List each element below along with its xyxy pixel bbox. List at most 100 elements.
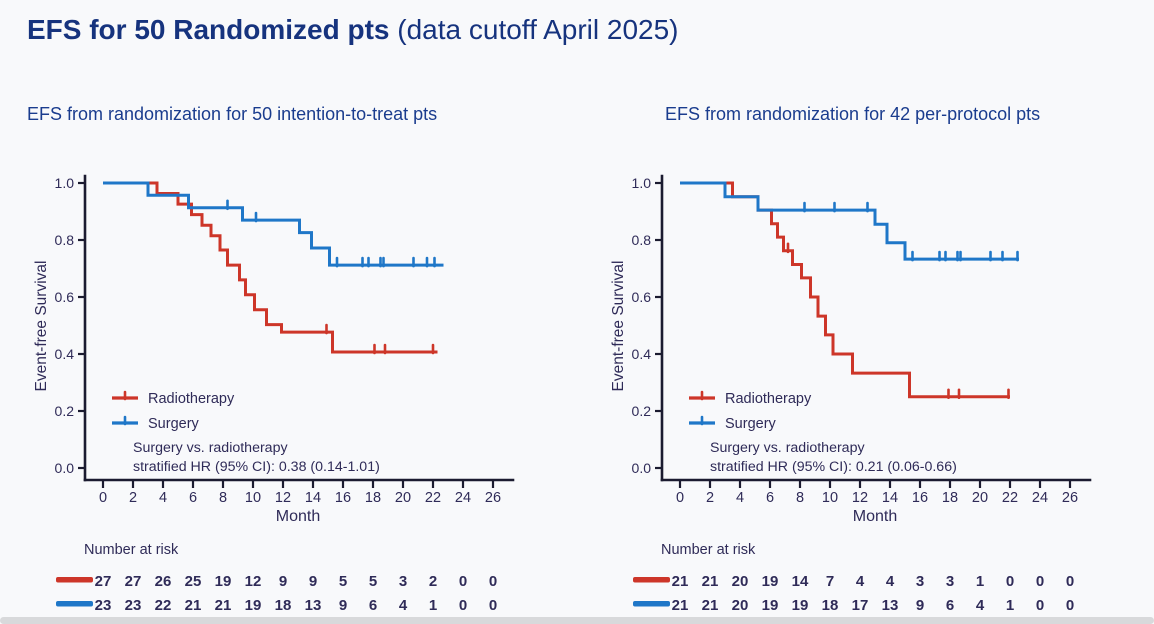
- svg-text:0: 0: [459, 573, 467, 590]
- svg-text:14: 14: [792, 573, 809, 590]
- y-axis-ticks: 1.0 0.8 0.6 0.4 0.2 0.0: [55, 175, 85, 476]
- svg-text:Surgery vs. radiotherapy: Surgery vs. radiotherapy: [710, 440, 865, 456]
- svg-text:12: 12: [245, 573, 262, 590]
- svg-text:12: 12: [275, 490, 291, 506]
- svg-text:6: 6: [946, 597, 954, 614]
- svg-text:0.6: 0.6: [632, 289, 652, 305]
- svg-text:5: 5: [339, 573, 347, 590]
- svg-text:27: 27: [125, 573, 142, 590]
- axes: [83, 174, 515, 482]
- risk-row-swatch-radiotherapy: [56, 577, 93, 583]
- svg-text:4: 4: [856, 573, 865, 590]
- svg-text:21: 21: [672, 597, 689, 614]
- svg-text:Surgery vs. radiotherapy: Surgery vs. radiotherapy: [133, 440, 288, 456]
- svg-text:0.0: 0.0: [632, 460, 652, 476]
- page-title: EFS for 50 Randomized pts (data cutoff A…: [27, 12, 679, 47]
- svg-text:3: 3: [399, 573, 407, 590]
- x-axis-ticks: 0 2 4 6 8 10 12 14 16 18 20 22 24 26: [676, 480, 1078, 506]
- svg-text:2: 2: [129, 490, 137, 506]
- svg-text:18: 18: [275, 597, 292, 614]
- svg-text:4: 4: [399, 597, 408, 614]
- risk-row-swatch-radiotherapy: [633, 577, 670, 583]
- svg-text:0: 0: [1066, 573, 1074, 590]
- svg-text:0.8: 0.8: [55, 232, 75, 248]
- svg-text:19: 19: [792, 597, 809, 614]
- svg-text:7: 7: [826, 573, 834, 590]
- svg-text:9: 9: [279, 573, 287, 590]
- svg-text:4: 4: [736, 490, 744, 506]
- legend: Radiotherapy Surgery Surgery vs. radiother…: [689, 390, 957, 475]
- svg-text:4: 4: [976, 597, 985, 614]
- svg-text:21: 21: [702, 597, 719, 614]
- km-chart-pp: 1.00.80.60.40.20.00 2 4 6 8 10 12 14 16 18 20 22 24 2…: [610, 174, 1092, 614]
- km-chart-itt: 1.00.80.60.40.20.00 2 4 6 8 10 12 14 16 18 20 22 24 2…: [33, 174, 515, 614]
- svg-text:0: 0: [489, 573, 497, 590]
- bottom-strip: [0, 617, 1154, 624]
- svg-text:1.0: 1.0: [632, 175, 652, 191]
- svg-text:10: 10: [822, 490, 838, 506]
- svg-text:14: 14: [305, 490, 321, 506]
- svg-text:13: 13: [882, 597, 899, 614]
- svg-text:24: 24: [455, 490, 471, 506]
- svg-text:5: 5: [369, 573, 377, 590]
- chart-subtitle-itt: EFS from randomization for 50 intention-…: [27, 104, 438, 124]
- svg-text:10: 10: [245, 490, 261, 506]
- svg-text:8: 8: [219, 490, 227, 506]
- svg-text:25: 25: [185, 573, 202, 590]
- svg-text:0: 0: [1036, 597, 1044, 614]
- series-radiotherapy: [680, 181, 1010, 400]
- svg-text:27: 27: [95, 573, 112, 590]
- svg-text:Number at risk: Number at risk: [84, 542, 179, 558]
- svg-text:1.0: 1.0: [55, 175, 75, 191]
- svg-text:Surgery: Surgery: [725, 416, 777, 432]
- svg-text:20: 20: [395, 490, 411, 506]
- svg-text:23: 23: [95, 597, 112, 614]
- svg-text:17: 17: [852, 597, 869, 614]
- x-axis-label: Month: [853, 508, 897, 525]
- svg-text:6: 6: [766, 490, 774, 506]
- svg-text:14: 14: [882, 490, 898, 506]
- svg-text:0.8: 0.8: [632, 232, 652, 248]
- svg-text:0.4: 0.4: [55, 346, 75, 362]
- svg-text:9: 9: [309, 573, 317, 590]
- svg-text:4: 4: [159, 490, 167, 506]
- svg-text:19: 19: [215, 573, 232, 590]
- svg-text:Radiotherapy: Radiotherapy: [725, 391, 812, 407]
- svg-text:1: 1: [976, 573, 984, 590]
- svg-text:20: 20: [972, 490, 988, 506]
- svg-text:21: 21: [672, 573, 689, 590]
- svg-text:2: 2: [429, 573, 437, 590]
- svg-text:Surgery: Surgery: [148, 416, 200, 432]
- svg-text:0.6: 0.6: [55, 289, 75, 305]
- series-radiotherapy: [103, 181, 438, 355]
- series-surgery: [103, 181, 444, 268]
- svg-text:Radiotherapy: Radiotherapy: [148, 391, 235, 407]
- svg-text:26: 26: [1062, 490, 1078, 506]
- svg-text:0.4: 0.4: [632, 346, 652, 362]
- svg-text:26: 26: [485, 490, 501, 506]
- svg-text:16: 16: [335, 490, 351, 506]
- x-axis-ticks: 0 2 4 6 8 10 12 14 16 18 20 22 24 26: [99, 480, 501, 506]
- svg-text:12: 12: [852, 490, 868, 506]
- svg-text:18: 18: [822, 597, 839, 614]
- svg-text:0: 0: [99, 490, 107, 506]
- svg-text:19: 19: [762, 573, 779, 590]
- svg-text:0.2: 0.2: [632, 403, 652, 419]
- svg-text:2: 2: [706, 490, 714, 506]
- y-axis-label: Event-free Survival: [610, 261, 627, 392]
- svg-text:21: 21: [185, 597, 202, 614]
- svg-text:1: 1: [1006, 597, 1014, 614]
- axes: [660, 174, 1092, 482]
- risk-row-swatch-surgery: [633, 601, 670, 607]
- svg-text:4: 4: [886, 573, 895, 590]
- svg-text:8: 8: [796, 490, 804, 506]
- svg-text:18: 18: [942, 490, 958, 506]
- svg-text:18: 18: [365, 490, 381, 506]
- svg-text:1: 1: [429, 597, 437, 614]
- x-axis-label: Month: [276, 508, 320, 525]
- svg-text:24: 24: [1032, 490, 1048, 506]
- svg-text:22: 22: [155, 597, 172, 614]
